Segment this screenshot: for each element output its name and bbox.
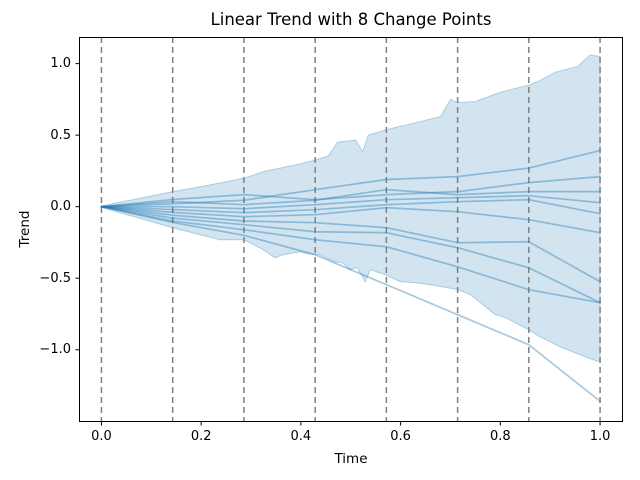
y-tick-label--1.0: −1.0: [39, 342, 71, 358]
y-tick-label--0.5: −0.5: [39, 270, 71, 286]
x-tick-label-0.2: 0.2: [190, 429, 212, 444]
y-tick-label-1.0: 1.0: [50, 56, 71, 72]
trend-sample-6: [100, 205, 601, 234]
trend-sample-3: [100, 188, 601, 208]
x-tick-label-0.6: 0.6: [390, 429, 411, 444]
chart-title: Linear Trend with 8 Change Points: [210, 10, 492, 29]
trend-sample-9: [100, 205, 601, 304]
trend-sample-1: [100, 149, 601, 208]
x-tick-label-0.8: 0.8: [489, 429, 511, 444]
trend-sample-4: [100, 194, 601, 210]
axes-spines: [79, 37, 623, 422]
x-tick-label-0.4: 0.4: [290, 429, 312, 444]
trend-sample-7: [100, 205, 601, 283]
x-tick-label-0.0: 0.0: [91, 429, 112, 444]
x-axis-label: Time: [334, 451, 368, 467]
y-tick-label-0.5: 0.5: [50, 127, 71, 143]
x-tick-label-1.0: 1.0: [589, 429, 611, 444]
confidence-band: [100, 54, 601, 362]
trend-sample-10: [100, 205, 601, 403]
trend-sample-2: [100, 175, 601, 208]
y-tick-label-0.0: 0.0: [50, 199, 71, 215]
trend-sample-5: [100, 198, 601, 215]
trend-sample-8: [100, 205, 601, 304]
